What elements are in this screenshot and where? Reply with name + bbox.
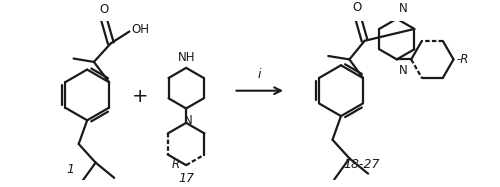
Text: 18-27: 18-27 — [344, 158, 381, 171]
Text: O: O — [100, 3, 108, 16]
Text: NH: NH — [178, 51, 195, 64]
Text: N: N — [400, 64, 408, 77]
Text: N: N — [398, 1, 407, 15]
Text: N: N — [184, 114, 192, 127]
Text: O: O — [352, 1, 362, 14]
Text: OH: OH — [131, 23, 149, 36]
Text: R: R — [171, 158, 179, 171]
Text: +: + — [132, 87, 148, 106]
Text: 17: 17 — [178, 172, 194, 185]
Text: -R: -R — [457, 53, 469, 66]
Text: 1: 1 — [66, 163, 74, 176]
Text: i: i — [258, 68, 262, 81]
